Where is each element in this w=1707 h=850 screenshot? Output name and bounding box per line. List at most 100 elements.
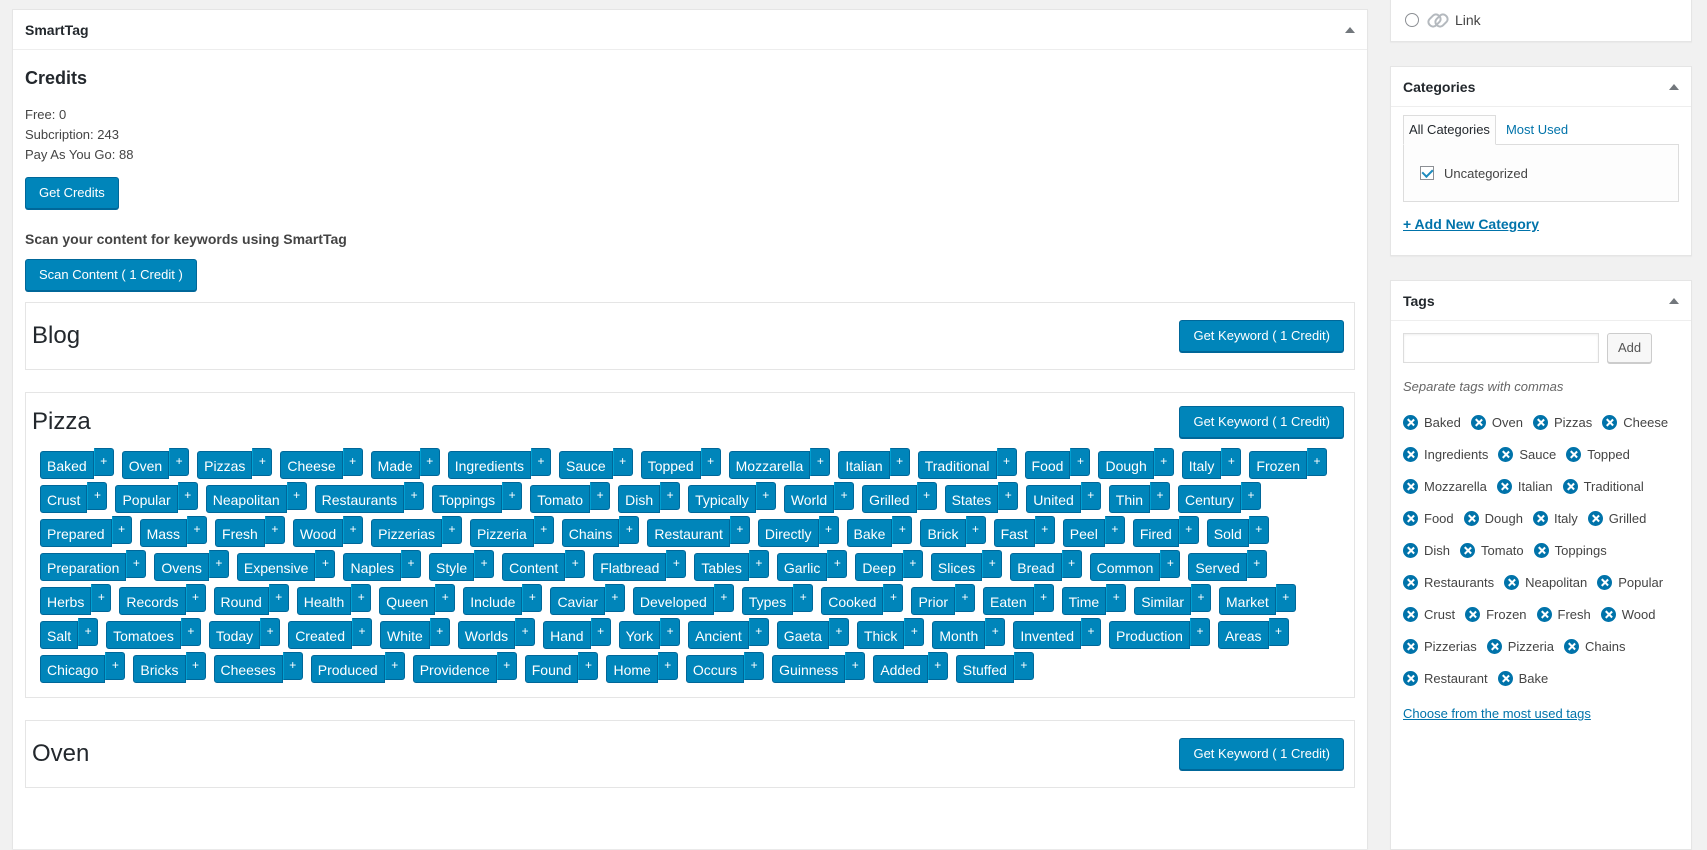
keyword-chip-label[interactable]: York	[618, 621, 661, 649]
keyword-chip-label[interactable]: Fresh	[215, 519, 265, 547]
keyword-chip-label[interactable]: Cheeses	[213, 655, 283, 683]
remove-tag-icon[interactable]	[1602, 414, 1618, 430]
add-keyword-plus-button[interactable]: +	[1106, 584, 1127, 612]
keyword-chip-label[interactable]: Thick	[856, 621, 905, 649]
add-keyword-plus-button[interactable]: +	[78, 618, 99, 646]
add-keyword-plus-button[interactable]: +	[105, 652, 126, 680]
add-keyword-plus-button[interactable]: +	[1221, 448, 1242, 476]
add-keyword-plus-button[interactable]: +	[177, 482, 198, 510]
keyword-chip-label[interactable]: Popular	[115, 485, 178, 513]
remove-tag-icon[interactable]	[1403, 414, 1418, 430]
remove-tag-icon[interactable]	[1533, 542, 1549, 558]
add-keyword-plus-button[interactable]: +	[985, 618, 1006, 646]
keyword-chip-label[interactable]: Naples	[343, 553, 402, 581]
add-keyword-plus-button[interactable]: +	[883, 584, 904, 612]
add-keyword-plus-button[interactable]: +	[1307, 448, 1327, 476]
add-keyword-plus-button[interactable]: +	[530, 448, 551, 476]
add-keyword-plus-button[interactable]: +	[1275, 584, 1296, 612]
keyword-chip-label[interactable]: Include	[463, 587, 523, 615]
get-keyword-button[interactable]: Get Keyword ( 1 Credit)	[1179, 406, 1344, 438]
add-keyword-plus-button[interactable]: +	[660, 618, 681, 646]
keyword-chip-label[interactable]: Month	[932, 621, 986, 649]
keyword-chip-label[interactable]: Common	[1089, 553, 1161, 581]
get-keyword-button[interactable]: Get Keyword ( 1 Credit)	[1179, 320, 1344, 352]
add-keyword-plus-button[interactable]: +	[126, 550, 147, 578]
add-keyword-plus-button[interactable]: +	[889, 448, 910, 476]
add-keyword-plus-button[interactable]: +	[657, 652, 678, 680]
remove-tag-icon[interactable]	[1486, 638, 1502, 654]
add-keyword-plus-button[interactable]: +	[666, 550, 687, 578]
keyword-chip-label[interactable]: Garlic	[776, 553, 828, 581]
keyword-chip-label[interactable]: Italian	[838, 451, 890, 479]
remove-tag-icon[interactable]	[1460, 542, 1476, 558]
keyword-chip-label[interactable]: Today	[208, 621, 261, 649]
keyword-chip-label[interactable]: World	[783, 485, 835, 513]
keyword-chip-label[interactable]: States	[944, 485, 999, 513]
add-keyword-plus-button[interactable]: +	[1104, 516, 1125, 544]
add-new-category-link[interactable]: + Add New Category	[1403, 216, 1540, 232]
keyword-chip-label[interactable]: Frozen	[1249, 451, 1307, 479]
keyword-chip-label[interactable]: Fast	[993, 519, 1035, 547]
remove-tag-icon[interactable]	[1465, 606, 1481, 622]
add-keyword-plus-button[interactable]: +	[1160, 550, 1181, 578]
keyword-chip-label[interactable]: Prepared	[40, 519, 112, 547]
remove-tag-icon[interactable]	[1536, 606, 1552, 622]
add-keyword-plus-button[interactable]: +	[1150, 482, 1170, 510]
add-keyword-plus-button[interactable]: +	[180, 618, 201, 646]
keyword-chip-label[interactable]: Stuffed	[955, 655, 1014, 683]
add-keyword-plus-button[interactable]: +	[810, 448, 831, 476]
keyword-chip-label[interactable]: Records	[119, 587, 186, 615]
keyword-chip-label[interactable]: Content	[502, 553, 566, 581]
keyword-chip-label[interactable]: Slices	[930, 553, 983, 581]
keyword-chip-label[interactable]: Typically	[688, 485, 756, 513]
add-keyword-plus-button[interactable]: +	[902, 550, 923, 578]
keyword-chip-label[interactable]: Produced	[310, 655, 385, 683]
keyword-chip-label[interactable]: Deep	[855, 553, 903, 581]
add-keyword-plus-button[interactable]: +	[429, 618, 450, 646]
add-keyword-plus-button[interactable]: +	[1061, 550, 1082, 578]
add-keyword-plus-button[interactable]: +	[713, 584, 734, 612]
category-checkbox[interactable]	[1420, 166, 1434, 180]
keyword-chip-label[interactable]: Herbs	[40, 587, 92, 615]
keyword-chip-label[interactable]: Century	[1178, 485, 1242, 513]
remove-tag-icon[interactable]	[1504, 574, 1520, 590]
keyword-chip-label[interactable]: Tables	[694, 553, 749, 581]
keyword-chip-label[interactable]: Types	[741, 587, 794, 615]
remove-tag-icon[interactable]	[1470, 414, 1486, 430]
collapse-arrow-icon[interactable]	[1345, 26, 1355, 33]
tab-all-categories[interactable]: All Categories	[1403, 115, 1496, 145]
keyword-chip-label[interactable]: Toppings	[432, 485, 503, 513]
add-keyword-plus-button[interactable]: +	[515, 618, 536, 646]
add-keyword-plus-button[interactable]: +	[1189, 618, 1210, 646]
add-keyword-plus-button[interactable]: +	[748, 618, 769, 646]
add-keyword-plus-button[interactable]: +	[384, 652, 405, 680]
add-keyword-plus-button[interactable]: +	[965, 516, 986, 544]
add-keyword-plus-button[interactable]: +	[590, 482, 611, 510]
remove-tag-icon[interactable]	[1463, 510, 1479, 526]
radio-button[interactable]	[1405, 13, 1419, 27]
remove-tag-icon[interactable]	[1562, 478, 1578, 494]
remove-tag-icon[interactable]	[1564, 638, 1579, 654]
keyword-chip-label[interactable]: Brick	[920, 519, 966, 547]
keyword-chip-label[interactable]: Food	[1024, 451, 1071, 479]
add-keyword-plus-button[interactable]: +	[187, 516, 208, 544]
add-keyword-plus-button[interactable]: +	[474, 550, 495, 578]
keyword-chip-label[interactable]: Made	[370, 451, 420, 479]
add-keyword-plus-button[interactable]: +	[401, 550, 422, 578]
add-keyword-plus-button[interactable]: +	[260, 618, 281, 646]
keyword-chip-label[interactable]: Developed	[632, 587, 714, 615]
add-keyword-plus-button[interactable]: +	[282, 652, 303, 680]
keyword-chip-label[interactable]: Areas	[1217, 621, 1269, 649]
add-keyword-plus-button[interactable]: +	[612, 448, 633, 476]
add-keyword-plus-button[interactable]: +	[502, 482, 523, 510]
add-keyword-plus-button[interactable]: +	[435, 584, 456, 612]
keyword-chip-label[interactable]: Mozzarella	[728, 451, 811, 479]
keyword-chip-label[interactable]: Production	[1109, 621, 1190, 649]
add-keyword-plus-button[interactable]: +	[1081, 618, 1102, 646]
keyword-chip-label[interactable]: Found	[524, 655, 579, 683]
keyword-chip-label[interactable]: Bread	[1010, 553, 1062, 581]
choose-most-used-tags-link[interactable]: Choose from the most used tags	[1403, 706, 1591, 721]
keyword-chip-label[interactable]: Home	[606, 655, 658, 683]
add-keyword-plus-button[interactable]: +	[1080, 482, 1101, 510]
remove-tag-icon[interactable]	[1403, 606, 1418, 622]
